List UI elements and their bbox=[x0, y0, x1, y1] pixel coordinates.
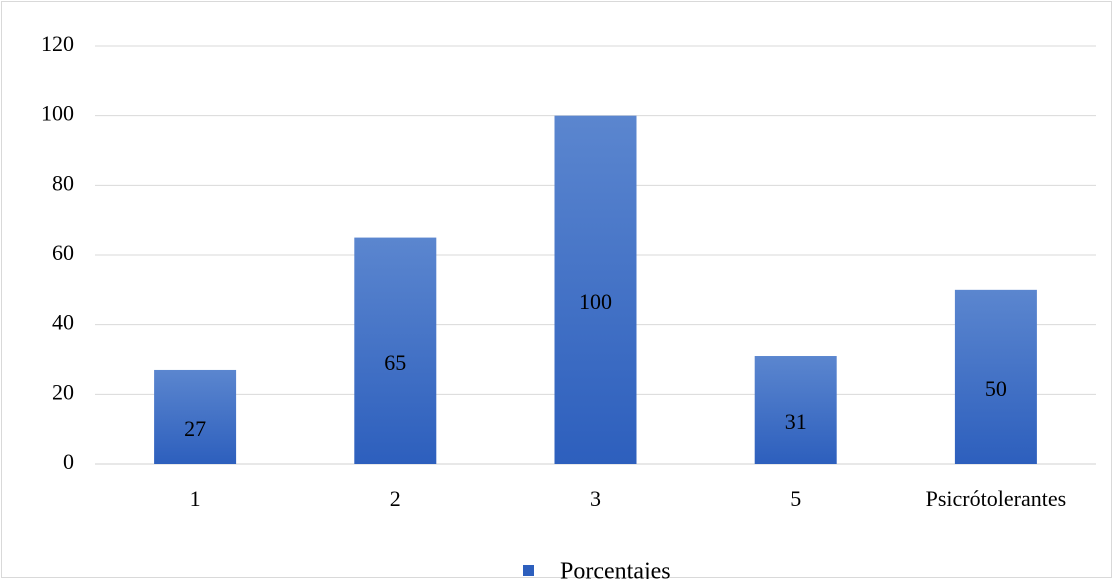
bar-1 bbox=[154, 369, 237, 464]
y-tick-label-120: 120 bbox=[41, 31, 74, 56]
x-tick-label-5: 5 bbox=[790, 486, 801, 511]
x-tick-label-psicrótolerantes: Psicrótolerantes bbox=[926, 486, 1067, 511]
legend-label-porcentajes: Porcentajes bbox=[560, 559, 671, 580]
bars bbox=[154, 115, 1037, 465]
y-tick-label-100: 100 bbox=[41, 101, 74, 126]
bar-2 bbox=[354, 237, 437, 464]
data-label-3: 100 bbox=[579, 289, 612, 314]
y-tick-label-40: 40 bbox=[52, 310, 74, 335]
x-tick-label-2: 2 bbox=[390, 486, 401, 511]
data-label-1: 27 bbox=[184, 416, 206, 441]
y-tick-label-0: 0 bbox=[63, 449, 74, 474]
y-tick-label-60: 60 bbox=[52, 240, 74, 265]
x-tick-label-3: 3 bbox=[590, 486, 601, 511]
data-labels: 27 65 100 31 50 bbox=[184, 289, 1007, 441]
bar-psicrótolerantes bbox=[954, 289, 1037, 464]
data-label-5: 31 bbox=[785, 409, 807, 434]
y-axis-tick-labels: 0 20 40 60 80 100 120 bbox=[41, 31, 74, 474]
x-axis-tick-labels: 1 2 3 5 Psicrótolerantes bbox=[190, 486, 1067, 511]
x-tick-label-1: 1 bbox=[190, 486, 201, 511]
bar-3 bbox=[554, 115, 637, 465]
data-label-2: 65 bbox=[384, 350, 406, 375]
bar-5 bbox=[754, 356, 837, 464]
y-tick-label-80: 80 bbox=[52, 170, 74, 195]
legend-swatch-porcentajes bbox=[523, 565, 534, 576]
data-label-psicrótolerantes: 50 bbox=[985, 376, 1007, 401]
legend: Porcentajes bbox=[523, 559, 671, 580]
y-tick-label-20: 20 bbox=[52, 379, 74, 404]
